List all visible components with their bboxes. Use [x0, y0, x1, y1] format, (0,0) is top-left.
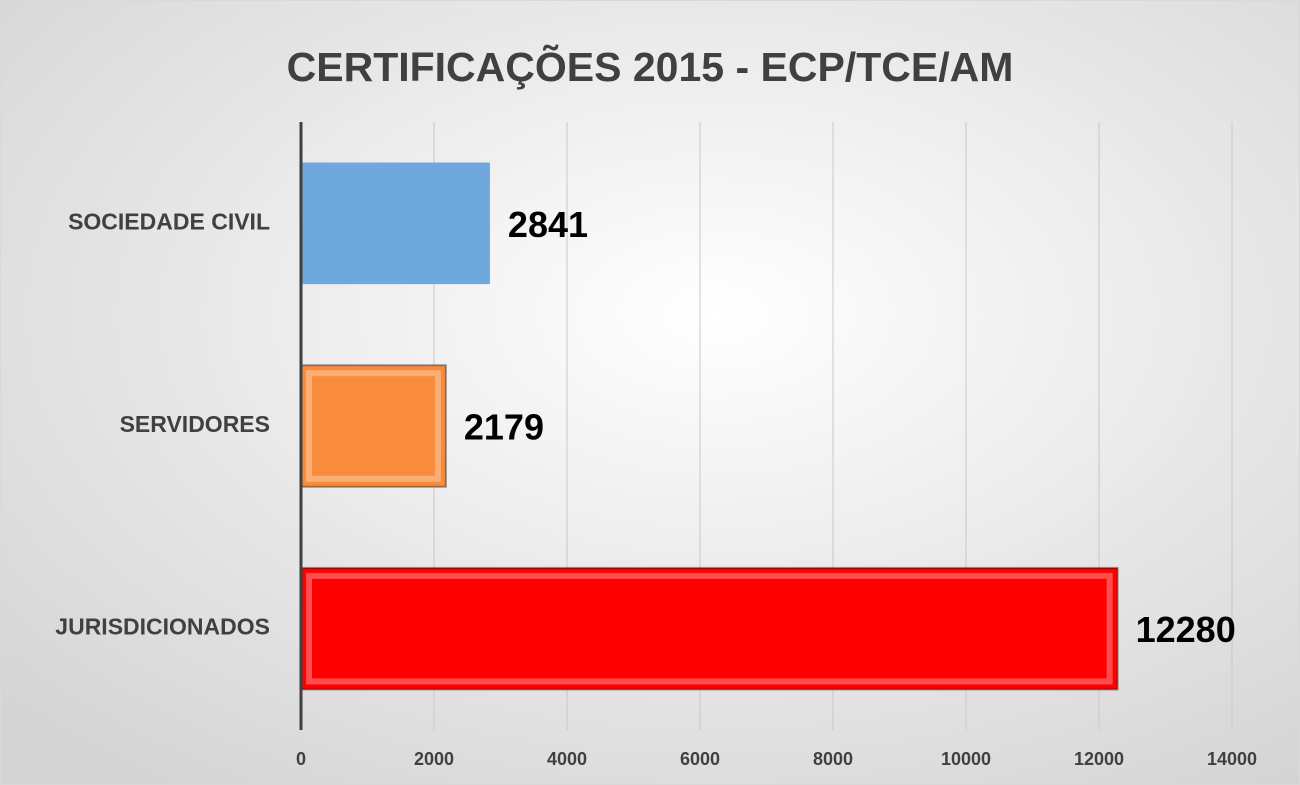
x-tick-label: 4000	[547, 749, 587, 769]
x-tick-label: 6000	[680, 749, 720, 769]
y-tick-label: SERVIDORES	[120, 411, 270, 437]
value-label: 2841	[508, 204, 588, 245]
x-tick-label: 14000	[1207, 749, 1257, 769]
bar-bevel	[306, 572, 1113, 685]
bar	[300, 566, 1119, 691]
chart-title: CERTIFICAÇÕES 2015 - ECP/TCE/AM	[287, 44, 1014, 90]
y-tick-label: SOCIEDADE CIVIL	[68, 208, 270, 234]
x-tick-label: 0	[296, 749, 306, 769]
value-label: 2179	[464, 407, 544, 448]
value-label: 12280	[1136, 609, 1236, 650]
bar-bevel	[306, 370, 441, 482]
x-tick-label: 10000	[941, 749, 991, 769]
bar	[301, 162, 490, 285]
y-tick-label: JURISDICIONADOS	[55, 614, 270, 640]
x-tick-label: 8000	[813, 749, 853, 769]
x-tick-label: 12000	[1074, 749, 1124, 769]
x-tick-label: 2000	[414, 749, 454, 769]
bar	[300, 364, 447, 488]
